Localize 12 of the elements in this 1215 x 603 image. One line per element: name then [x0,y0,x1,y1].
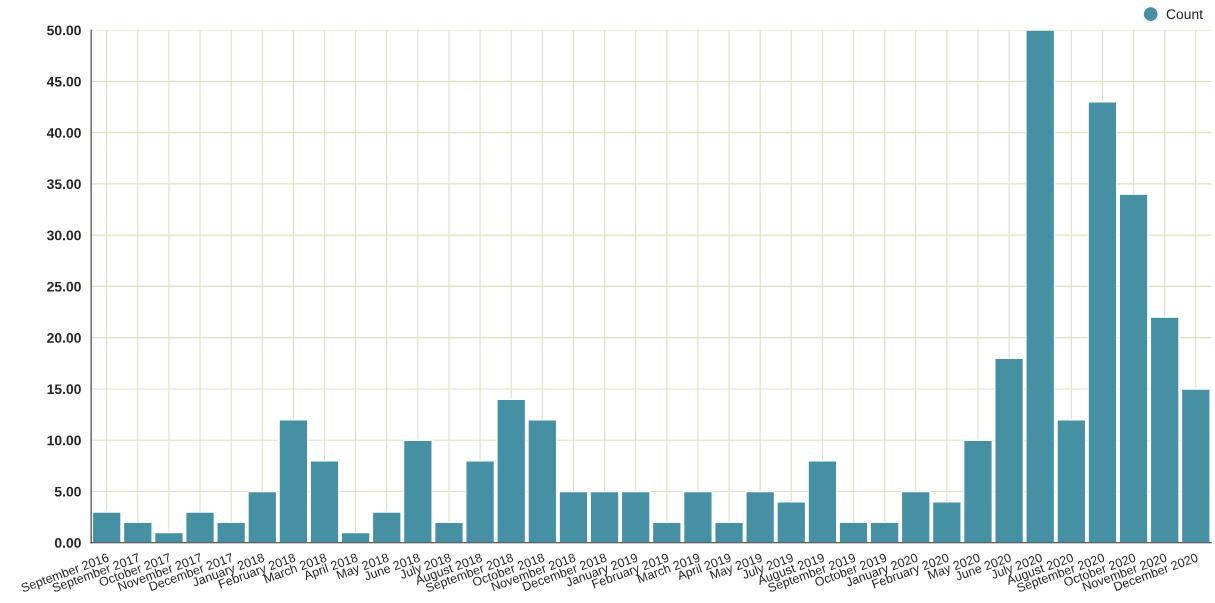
y-tick-label: 45.00 [46,76,81,87]
y-tick-label: 10.00 [47,435,81,446]
y-tick-label: 0.00 [54,538,81,548]
y-tick-label: 15.00 [47,384,81,395]
y-tick-label: 25.00 [47,281,81,292]
y-tick-label: 20.00 [47,333,81,343]
y-tick-label: 5.00 [54,486,81,497]
y-tick-label: 30.00 [46,230,81,241]
y-tick-label: 35.00 [46,179,81,190]
legend-label: Count [1166,9,1203,20]
y-tick-label: 50.00 [47,25,81,36]
y-tick-label: 40.00 [46,127,81,138]
